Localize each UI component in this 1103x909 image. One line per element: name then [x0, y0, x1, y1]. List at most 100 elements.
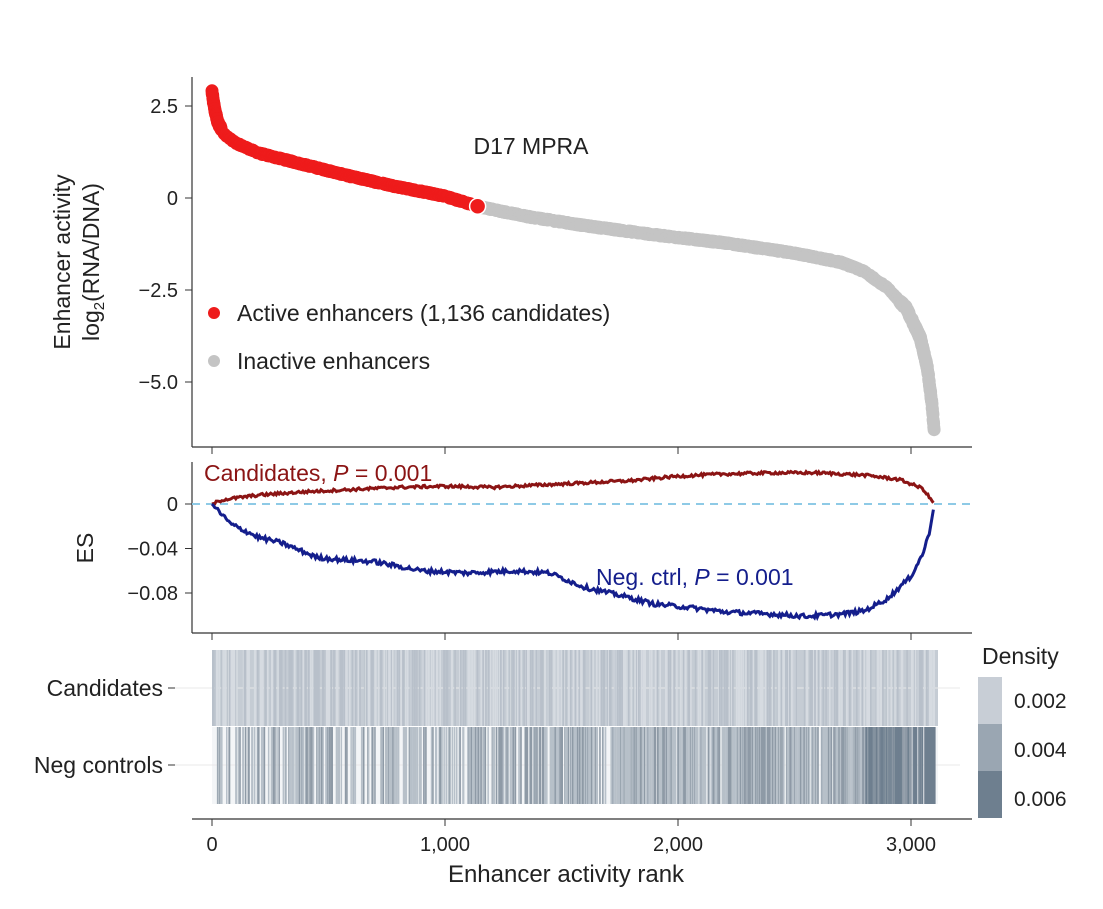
- heatmap-bar: [254, 650, 257, 726]
- heatmap-bar: [897, 727, 899, 804]
- heatmap-bar: [559, 727, 561, 804]
- heatmap-bar: [435, 727, 438, 804]
- heatmap-bar: [398, 650, 400, 726]
- heatmap-bar: [745, 650, 747, 726]
- colorbar-swatch-2: [978, 724, 1002, 771]
- heatmap-bar: [261, 650, 263, 726]
- heatmap-bar: [425, 727, 427, 804]
- heatmap-bar: [738, 650, 741, 726]
- legend-inactive-label: Inactive enhancers: [237, 348, 430, 374]
- heatmap-bar: [504, 727, 507, 804]
- heatmap-bar: [462, 650, 465, 726]
- heatmap-bar: [496, 650, 498, 726]
- heatmap-bar: [291, 650, 293, 726]
- heatmap-bar: [528, 727, 531, 804]
- heatmap-bar: [667, 727, 669, 804]
- heatmap-bar: [322, 727, 324, 804]
- heatmap-bar: [382, 727, 385, 804]
- legend-active-marker: [208, 307, 220, 319]
- heatmap-bar: [825, 727, 828, 804]
- heatmap-bar: [228, 727, 231, 804]
- heatmap-bar: [709, 650, 712, 726]
- heatmap-bar: [897, 650, 899, 726]
- heatmap-bar: [613, 727, 615, 804]
- heatmap-bar: [683, 727, 685, 804]
- heatmap-bar: [726, 650, 729, 726]
- neg-label-name: Neg. ctrl: [596, 564, 682, 590]
- heatmap-bar: [354, 727, 357, 804]
- heatmap-bar: [669, 650, 672, 726]
- heatmap-bar: [709, 727, 711, 804]
- es-y-tick-label: −0.08: [127, 583, 178, 605]
- heatmap-bar: [318, 650, 320, 726]
- heatmap-bar: [350, 727, 352, 804]
- heatmap-bar: [244, 727, 247, 804]
- neg-label-comma: ,: [682, 564, 695, 590]
- es-y-label: ES: [72, 533, 98, 564]
- heatmap-bar: [260, 727, 263, 804]
- heatmap-bar: [282, 727, 285, 804]
- heatmap-bar: [890, 650, 893, 726]
- heatmap-bar: [692, 727, 695, 804]
- heatmap-bar: [416, 650, 418, 726]
- heatmap-bar: [712, 650, 715, 726]
- heatmap-bar: [802, 727, 804, 804]
- heatmap-bar: [803, 650, 806, 726]
- heatmap-bar: [830, 727, 833, 804]
- heatmap-bar: [308, 650, 310, 726]
- heatmap-bar: [620, 650, 622, 726]
- heatmap-bar: [640, 650, 643, 726]
- colorbar-label-3: 0.006: [1014, 788, 1067, 811]
- heatmap-bar: [566, 727, 568, 804]
- heatmap-bar: [340, 727, 343, 804]
- heatmap-bar: [225, 650, 227, 726]
- heatmap-bar: [921, 727, 923, 804]
- heatmap-bar: [451, 727, 454, 804]
- heatmap-bar: [773, 650, 775, 726]
- heatmap-bar: [886, 650, 889, 726]
- heatmap-bar: [456, 727, 458, 804]
- heatmap-bar: [877, 727, 879, 804]
- heatmap-bar: [307, 727, 309, 804]
- heatmap-bar: [284, 650, 287, 726]
- heatmap-bar: [544, 727, 547, 804]
- heatmap-bar: [751, 727, 754, 804]
- colorbar-label-1: 0.002: [1014, 690, 1067, 713]
- heatmap-bar: [903, 727, 905, 804]
- heatmap-bar: [910, 727, 912, 804]
- heatmap-bar: [856, 650, 858, 726]
- es-y-tick-label: −0.04: [127, 539, 178, 561]
- heatmap-bar: [562, 650, 564, 726]
- heatmap-bar: [621, 727, 624, 804]
- heatmap-bar: [404, 650, 407, 726]
- scatter-title: D17 MPRA: [473, 133, 589, 159]
- heatmap-bar: [506, 650, 509, 726]
- heatmap-bar: [265, 650, 267, 726]
- heatmap-bar: [305, 650, 307, 726]
- heatmap-bar: [271, 650, 274, 726]
- heatmap-bar: [769, 650, 771, 726]
- heatmap-bar: [833, 727, 835, 804]
- heatmap-bar: [446, 650, 449, 726]
- heatmap-bar: [690, 727, 693, 804]
- heatmap-bar: [546, 727, 548, 804]
- heatmap-bar: [752, 650, 755, 726]
- heatmap-bar: [343, 650, 345, 726]
- heatmap-bar: [570, 727, 573, 804]
- scatter-x-ticks: [211, 447, 912, 454]
- scatter-y-tick-label: −5.0: [139, 372, 178, 394]
- heatmap-bar: [251, 727, 254, 804]
- heatmap-bar: [263, 727, 266, 804]
- heatmap-bar: [397, 727, 400, 804]
- heatmap-bar: [467, 727, 469, 804]
- heatmap-bar: [351, 650, 354, 726]
- heatmap-bar: [311, 650, 314, 726]
- heatmap-bar: [822, 650, 825, 726]
- heatmap-bar: [298, 727, 301, 804]
- heatmap-x-ticks: 0 1,000 2,000 3,000: [206, 819, 936, 856]
- heatmap-bar: [871, 727, 873, 804]
- heatmap-bar: [330, 727, 332, 804]
- heatmap-bar: [485, 650, 487, 726]
- heatmap-bar: [267, 650, 269, 726]
- heatmap-bar: [629, 727, 631, 804]
